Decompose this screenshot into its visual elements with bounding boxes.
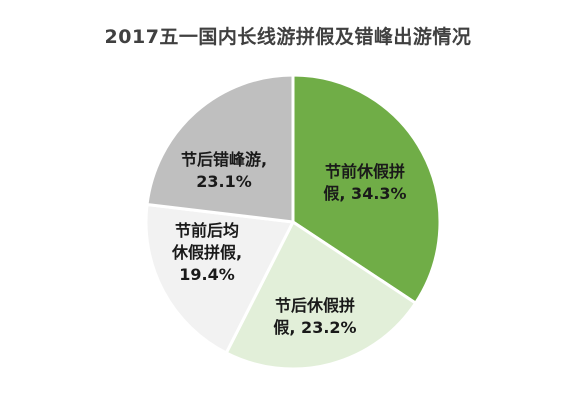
- pie-slice-4: [145, 73, 295, 224]
- pie-slice-2: [224, 220, 418, 371]
- slice-label-3-line-1: 节前后均: [175, 221, 239, 240]
- slice-label-3-line-3: 19.4%: [179, 265, 235, 284]
- pie-labels: 节前休假拼假, 34.3% 节后休假拼假, 23.2% 节前后均休假拼假, 19.4%…: [171, 150, 407, 337]
- slice-label-4-line-1: 节后错峰游,: [181, 150, 267, 169]
- slice-label-1-line-1: 节前休假拼: [325, 162, 405, 181]
- slice-label-2-line-1: 节后休假拼: [275, 296, 355, 315]
- slice-label-2: 节后休假拼假, 23.2%: [273, 296, 356, 337]
- pie-slice-3: [144, 202, 295, 355]
- slice-label-3-line-2: 休假拼假,: [171, 243, 242, 262]
- slice-label-1-line-2: 假, 34.3%: [323, 184, 406, 203]
- slice-label-3: 节前后均休假拼假, 19.4%: [171, 221, 242, 284]
- slice-label-2-line-2: 假, 23.2%: [273, 318, 356, 337]
- slice-label-4-line-2: 23.1%: [196, 172, 252, 191]
- chart-title: 2017五一国内长线游拼假及错峰出游情况: [104, 26, 472, 48]
- slice-label-4: 节后错峰游, 23.1%: [181, 150, 267, 191]
- slice-label-1: 节前休假拼假, 34.3%: [323, 162, 406, 203]
- pie-slices: [144, 73, 442, 371]
